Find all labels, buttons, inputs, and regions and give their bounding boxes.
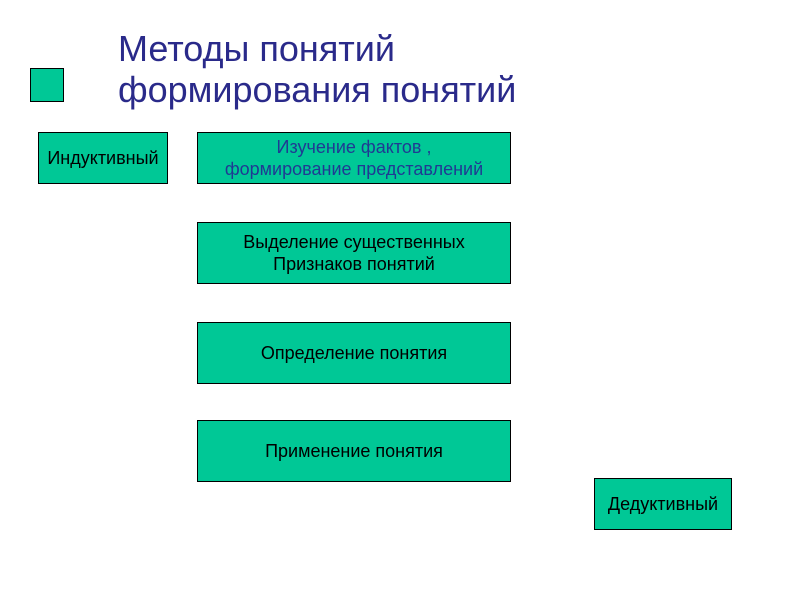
node-step1-line1: Изучение фактов ,	[277, 137, 432, 157]
title-line-2: формирования понятий	[118, 69, 516, 110]
node-deductive: Дедуктивный	[594, 478, 732, 530]
node-step2: Выделение существенных Признаков понятий	[197, 222, 511, 284]
node-step1-line2: формирование представлений	[225, 159, 483, 179]
node-deductive-label: Дедуктивный	[608, 493, 718, 516]
node-inductive: Индуктивный	[38, 132, 168, 184]
node-step2-line2: Признаков понятий	[273, 254, 435, 274]
title-line-1: Методы понятий	[118, 28, 395, 69]
node-step2-text: Выделение существенных Признаков понятий	[243, 231, 464, 276]
node-inductive-label: Индуктивный	[47, 147, 158, 170]
node-step3-label: Определение понятия	[261, 342, 447, 365]
node-step1-text: Изучение фактов , формирование представл…	[225, 136, 483, 181]
node-step2-line1: Выделение существенных	[243, 232, 464, 252]
title-accent-square	[30, 68, 64, 102]
node-step4: Применение понятия	[197, 420, 511, 482]
node-step1: Изучение фактов , формирование представл…	[197, 132, 511, 184]
node-step4-label: Применение понятия	[265, 440, 443, 463]
node-step3: Определение понятия	[197, 322, 511, 384]
slide-title-wrap: Методы понятий формирования понятий	[68, 28, 516, 111]
slide-title: Методы понятий формирования понятий	[68, 28, 516, 111]
